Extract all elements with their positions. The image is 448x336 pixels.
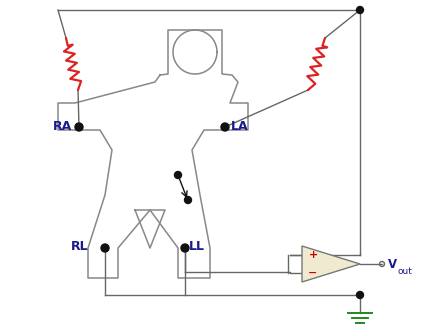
Text: RL: RL bbox=[71, 241, 89, 253]
Text: RA: RA bbox=[53, 120, 72, 132]
Circle shape bbox=[75, 123, 83, 131]
Circle shape bbox=[357, 292, 363, 298]
Text: LA: LA bbox=[231, 120, 249, 132]
Circle shape bbox=[101, 244, 109, 252]
Circle shape bbox=[221, 123, 229, 131]
Circle shape bbox=[175, 171, 181, 178]
Text: +: + bbox=[308, 250, 318, 260]
Text: out: out bbox=[398, 267, 413, 276]
Circle shape bbox=[181, 244, 189, 252]
Text: V: V bbox=[388, 257, 397, 270]
Polygon shape bbox=[302, 246, 360, 282]
Circle shape bbox=[185, 197, 191, 204]
Text: −: − bbox=[308, 268, 318, 278]
Circle shape bbox=[357, 6, 363, 13]
Text: LL: LL bbox=[189, 241, 205, 253]
